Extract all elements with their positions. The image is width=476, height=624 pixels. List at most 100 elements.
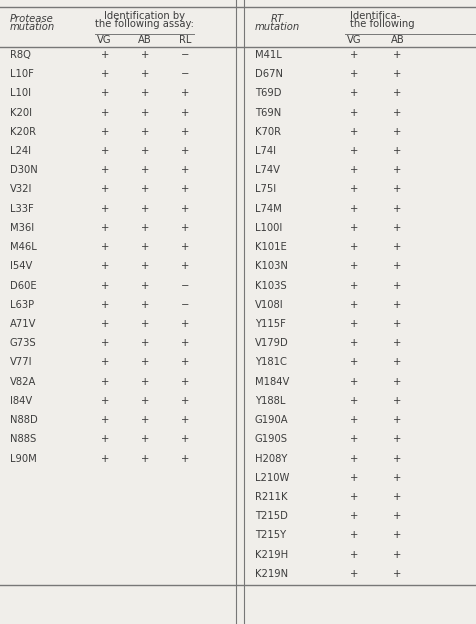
Text: +: + [100,434,109,444]
Text: +: + [393,492,402,502]
Text: +: + [100,107,109,117]
Text: K20I: K20I [10,107,31,117]
Text: +: + [100,223,109,233]
Text: +: + [393,300,402,310]
Text: A71V: A71V [10,319,36,329]
Text: −: − [180,50,189,60]
Text: D67N: D67N [255,69,283,79]
Text: +: + [100,89,109,99]
Text: +: + [393,261,402,271]
Text: +: + [141,50,149,60]
Text: +: + [350,127,359,137]
Text: G190S: G190S [255,434,288,444]
Text: +: + [100,377,109,387]
Text: +: + [350,146,359,156]
Text: Y188L: Y188L [255,396,285,406]
Text: +: + [141,281,149,291]
Text: Identification by: Identification by [104,11,185,21]
Text: the following assay:: the following assay: [95,19,194,29]
Text: +: + [393,530,402,540]
Text: +: + [350,50,359,60]
Text: L33F: L33F [10,203,33,213]
Text: +: + [350,377,359,387]
Text: K219H: K219H [255,550,288,560]
Text: +: + [180,185,189,195]
Text: +: + [350,550,359,560]
Text: +: + [141,127,149,137]
Text: +: + [100,281,109,291]
Text: V108I: V108I [255,300,283,310]
Text: +: + [180,358,189,368]
Text: +: + [100,165,109,175]
Text: +: + [180,261,189,271]
Text: +: + [393,242,402,252]
Text: +: + [100,50,109,60]
Text: V179D: V179D [255,338,288,348]
Text: +: + [141,358,149,368]
Text: L90M: L90M [10,454,36,464]
Text: L74I: L74I [255,146,276,156]
Text: L10I: L10I [10,89,30,99]
Text: K103N: K103N [255,261,288,271]
Text: +: + [180,396,189,406]
Text: mutation: mutation [255,22,300,32]
Text: L74M: L74M [255,203,281,213]
Text: +: + [141,261,149,271]
Text: RL: RL [178,35,191,45]
Text: +: + [350,569,359,579]
Text: +: + [393,550,402,560]
Text: +: + [393,358,402,368]
Text: VG: VG [98,35,112,45]
Text: R8Q: R8Q [10,50,30,60]
Text: +: + [350,492,359,502]
Text: +: + [350,434,359,444]
Text: +: + [180,319,189,329]
Text: +: + [180,338,189,348]
Text: +: + [141,415,149,425]
Text: +: + [393,127,402,137]
Text: +: + [350,185,359,195]
Text: +: + [100,146,109,156]
Text: +: + [393,50,402,60]
Text: +: + [141,377,149,387]
Text: +: + [350,223,359,233]
Text: +: + [100,454,109,464]
Text: +: + [180,434,189,444]
Text: T215Y: T215Y [255,530,286,540]
Text: +: + [350,165,359,175]
Text: +: + [100,358,109,368]
Text: T69N: T69N [255,107,281,117]
Text: +: + [141,89,149,99]
Text: +: + [393,415,402,425]
Text: +: + [180,223,189,233]
Text: G190A: G190A [255,415,288,425]
Text: K20R: K20R [10,127,36,137]
Text: +: + [393,473,402,483]
Text: L24I: L24I [10,146,30,156]
Text: −: − [180,300,189,310]
Text: VG: VG [347,35,362,45]
Text: L100I: L100I [255,223,282,233]
Text: +: + [393,223,402,233]
Text: M36I: M36I [10,223,34,233]
Text: +: + [393,454,402,464]
Text: +: + [100,203,109,213]
Text: D30N: D30N [10,165,37,175]
Text: L74V: L74V [255,165,280,175]
Text: L75I: L75I [255,185,276,195]
Text: +: + [141,454,149,464]
Text: D60E: D60E [10,281,36,291]
Text: mutation: mutation [10,22,55,32]
Text: L10F: L10F [10,69,33,79]
Text: +: + [393,511,402,521]
Text: +: + [393,338,402,348]
Text: M184V: M184V [255,377,289,387]
Text: K219N: K219N [255,569,288,579]
Text: +: + [141,242,149,252]
Text: +: + [100,300,109,310]
Text: +: + [393,146,402,156]
Text: R211K: R211K [255,492,287,502]
Text: +: + [180,415,189,425]
Text: +: + [350,338,359,348]
Text: +: + [100,338,109,348]
